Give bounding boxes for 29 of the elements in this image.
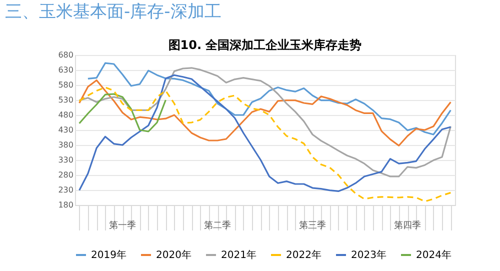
- y-tick-label: 180: [58, 200, 74, 210]
- y-tick-label: 630: [58, 66, 74, 74]
- chart-title: 三、玉米基本面-库存-深加工: [5, 2, 222, 22]
- y-tick-label: 430: [58, 126, 74, 134]
- line-series: [78, 93, 166, 132]
- legend-label: 2022年: [286, 249, 322, 261]
- y-tick-label: 480: [58, 110, 74, 120]
- legend-label: 2020年: [156, 249, 192, 261]
- y-tick-label: 530: [58, 96, 74, 104]
- text: 第四季: [394, 220, 421, 231]
- legend-label: 2021年: [221, 249, 256, 261]
- legend-label: 2019年: [91, 249, 126, 261]
- y-tick-label: 280: [58, 170, 74, 180]
- line-series: [78, 67, 452, 178]
- y-tick-label: 580: [58, 80, 74, 90]
- y-tick-label: 680: [58, 50, 74, 60]
- legend-label: 2024年: [416, 249, 452, 261]
- line-series: [87, 62, 452, 136]
- y-tick-label: 330: [58, 156, 74, 164]
- text: 第一季: [109, 220, 136, 231]
- line-series: [78, 74, 452, 192]
- y-tick-label: 380: [58, 140, 74, 150]
- legend-label: 2023年: [351, 249, 386, 261]
- chart-subtitle: 图10. 全国深加工企业玉米库存走势: [168, 38, 362, 52]
- text: 第三季: [299, 220, 326, 231]
- line-series: [78, 79, 452, 146]
- line-series: [78, 86, 452, 202]
- text: 第二季: [204, 220, 231, 231]
- y-tick-label: 230: [58, 186, 74, 194]
